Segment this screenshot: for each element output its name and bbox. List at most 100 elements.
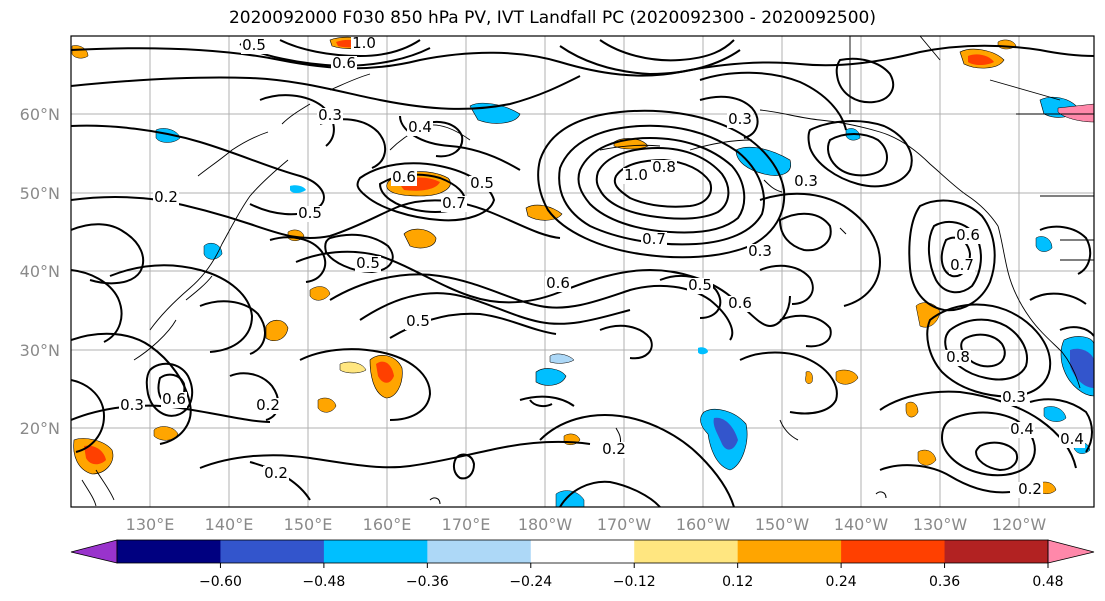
contour-label: 0.5: [688, 276, 712, 294]
contour-label: 0.3: [748, 242, 772, 260]
contour-label-bg: [351, 36, 377, 52]
lon-label: 130°E: [126, 515, 175, 534]
colorbar-segment: [530, 540, 635, 563]
colorbar-tick-label: 0.24: [826, 574, 857, 590]
contour-label: 0.2: [256, 396, 280, 414]
contour-label-bg: [545, 276, 571, 292]
longitude-labels: 130°E 140°E 150°E 160°E 170°E 180°W 170°…: [126, 515, 1047, 534]
contour-label: 0.6: [728, 294, 752, 312]
colorbar-segments: [117, 540, 1049, 563]
contour-label-bg: [949, 258, 975, 274]
lon-label: 140°E: [205, 515, 254, 534]
colorbar-segment: [220, 540, 325, 563]
map-title: 2020092000 F030 850 hPa PV, IVT Landfall…: [228, 8, 876, 28]
contour-label-bg: [1059, 432, 1085, 448]
contour-label-bg: [747, 244, 773, 260]
contour-label: 0.3: [120, 396, 144, 414]
colorbar-tick-label: −0.36: [406, 574, 449, 590]
latitude-labels: 60°N 50°N 40°N 30°N 20°N: [20, 105, 60, 438]
colorbar-segment: [427, 540, 532, 563]
contour-label-bg: [793, 174, 819, 190]
contour-label-bg: [687, 278, 713, 294]
contour-label-bg: [153, 190, 179, 206]
contour-label: 0.3: [1002, 388, 1026, 406]
colorbar-extend-high: [1047, 539, 1095, 564]
map-area: 1.00.60.50.30.40.20.6 0.50.70.50.50.81.00…: [71, 34, 1094, 507]
contour-label: 0.6: [162, 390, 186, 408]
contour-label: 0.3: [794, 172, 818, 190]
contour-label: 0.2: [602, 440, 626, 458]
colorbar-segment: [841, 540, 946, 563]
lat-label: 40°N: [20, 262, 60, 281]
lon-label: 180°W: [518, 515, 573, 534]
lon-label: 150°W: [755, 515, 810, 534]
colorbar-segment: [737, 540, 842, 563]
colorbar-tick-label: 0.48: [1032, 574, 1063, 590]
colorbar-extend-low: [70, 539, 118, 564]
coastlines: [81, 36, 1094, 507]
contour-label: 0.8: [652, 158, 676, 176]
pv-contours: [71, 39, 1094, 507]
lat-label: 60°N: [20, 105, 60, 124]
contour-label-bg: [255, 398, 281, 414]
contour-label-bg: [955, 228, 981, 244]
contour-label-bg: [263, 466, 289, 482]
lon-label: 130°W: [913, 515, 968, 534]
colorbar-tick-label: −0.60: [199, 574, 242, 590]
contour-label: 0.2: [154, 188, 178, 206]
colorbar: −0.60 −0.48 −0.36 −0.24 −0.12 0.12 0.24 0.36 0.4…: [70, 539, 1095, 590]
contour-label: 0.2: [1018, 480, 1042, 498]
contour-label-group: 1.00.60.50.30.40.20.6 0.50.70.50.50.81.00…: [119, 34, 1085, 498]
contour-label-bg: [1017, 482, 1043, 498]
colorbar-tick-label: 0.12: [722, 574, 753, 590]
colorbar-tick-label: 0.36: [929, 574, 960, 590]
contour-label: 0.2: [264, 464, 288, 482]
colorbar-tick-label: −0.12: [613, 574, 656, 590]
colorbar-segment: [634, 540, 739, 563]
contour-label: 0.4: [408, 118, 432, 136]
contour-label: 0.6: [956, 226, 980, 244]
contour-label-bg: [1009, 422, 1035, 438]
contour-label: 0.5: [242, 36, 266, 54]
lon-label: 170°E: [442, 515, 491, 534]
contour-label: 0.5: [406, 312, 430, 330]
colorbar-ticks: −0.60 −0.48 −0.36 −0.24 −0.12 0.12 0.24 0.36 0.4…: [199, 563, 1064, 590]
lat-label: 30°N: [20, 341, 60, 360]
contour-label: 0.5: [356, 254, 380, 272]
contour-label-bg: [355, 256, 381, 272]
contour-label: 0.4: [1010, 420, 1034, 438]
contour-label: 0.5: [470, 174, 494, 192]
contour-label-bg: [407, 120, 433, 136]
contour-label-bg: [119, 398, 145, 414]
contour-label-bg: [1001, 390, 1027, 406]
lon-label: 140°W: [834, 515, 889, 534]
contour-label-bg: [623, 168, 649, 184]
contour-label: 0.3: [728, 110, 752, 128]
contour-label: 0.7: [642, 230, 666, 248]
contour-label-bg: [727, 112, 753, 128]
colorbar-tick-label: −0.48: [302, 574, 345, 590]
colorbar-segment: [944, 540, 1049, 563]
contour-label: 0.5: [298, 204, 322, 222]
contour-label: 0.7: [442, 194, 466, 212]
lat-label: 20°N: [20, 419, 60, 438]
contour-label: 0.8: [946, 348, 970, 366]
colorbar-segment: [117, 540, 221, 563]
contour-label-bg: [641, 232, 667, 248]
lon-label: 160°W: [676, 515, 731, 534]
map-frame: [70, 35, 1095, 508]
contour-label-bg: [469, 176, 495, 192]
contour-label-bg: [441, 196, 467, 212]
contour-label: 0.6: [546, 274, 570, 292]
lon-label: 120°W: [992, 515, 1047, 534]
contour-label: 1.0: [352, 34, 376, 52]
contour-label: 0.6: [332, 54, 356, 72]
contour-label-bg: [241, 38, 267, 54]
contour-label-bg: [651, 160, 677, 176]
lat-label: 50°N: [20, 184, 60, 203]
contour-label-bg: [601, 442, 627, 458]
lon-label: 150°E: [284, 515, 333, 534]
contour-label-bg: [391, 170, 417, 186]
contour-label: 1.0: [624, 166, 648, 184]
